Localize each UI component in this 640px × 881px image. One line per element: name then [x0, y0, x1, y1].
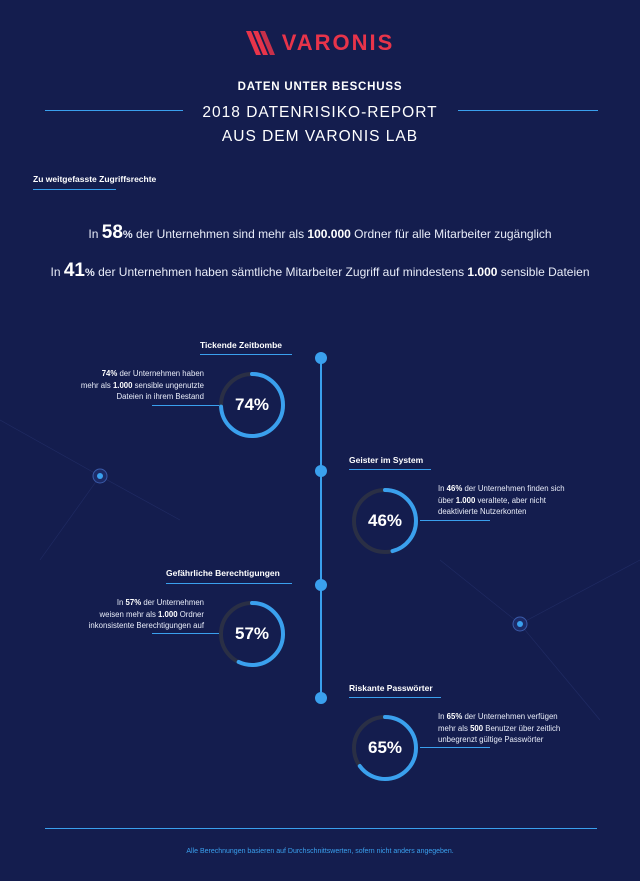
footer-note: Alle Berechnungen basieren auf Durchschn…	[186, 848, 454, 855]
card-text: der Unternehmen haben	[117, 369, 204, 378]
logo: VARONIS	[0, 30, 640, 60]
page-title: 2018 DATENRISIKO-REPORT AUS DEM VARONIS …	[0, 101, 640, 149]
progress-ring-graphic	[219, 601, 285, 667]
card-text: Benutzer über zeitlich	[483, 723, 561, 733]
timeline-dot	[315, 579, 327, 591]
card-percent-inline: 65%	[446, 712, 463, 721]
ring-percent-label: 74%	[234, 395, 270, 414]
stat-text: der Unternehmen sind mehr als	[132, 227, 308, 241]
card-percent-inline: 74%	[101, 369, 118, 378]
section-underline	[33, 189, 116, 190]
ring-percent-label: 65%	[367, 738, 403, 757]
title-divider-right	[458, 110, 598, 111]
card-title: Tickende Zeitbombe	[200, 340, 283, 350]
card-text: der Unternehmen verfügen	[462, 712, 558, 721]
progress-ring-graphic	[219, 372, 285, 438]
ring-arc	[219, 601, 285, 667]
card-text-underline	[420, 520, 490, 521]
card-text: Ordner	[177, 609, 204, 619]
node-decoration-left	[92, 468, 108, 484]
section-label: Zu weitgefasste Zugriffsrechte	[33, 174, 157, 184]
stat-line-1: In 58% der Unternehmen sind mehr als 100…	[0, 222, 640, 244]
card-number-inline: 1.000	[455, 495, 476, 505]
card-description: 74% der Unternehmen haben mehr als 1.000…	[40, 368, 204, 403]
timeline-dot	[315, 692, 327, 704]
card-percent-inline: 46%	[446, 484, 463, 493]
card-description: In 65% der Unternehmen verfügen mehr als…	[438, 711, 628, 746]
stat-text: sensible Dateien	[497, 265, 590, 279]
title-line-2: AUS DEM VARONIS LAB	[221, 128, 419, 145]
stat-text: In	[88, 227, 102, 241]
stat-text: der Unternehmen haben sämtliche Mitarbei…	[94, 265, 468, 279]
progress-ring: 74%	[217, 370, 287, 440]
card-text: sensible ungenutzte	[132, 380, 204, 390]
card-text: weisen mehr als	[99, 609, 159, 619]
card-text: inkonsistente Berechtigungen auf	[88, 621, 204, 630]
card-text: mehr als	[438, 723, 471, 733]
timeline-dot	[315, 465, 327, 477]
card-description: In 46% der Unternehmen finden sich über …	[438, 483, 628, 518]
stat-text: In	[50, 265, 64, 279]
card-text-underline	[152, 633, 222, 634]
timeline	[320, 356, 322, 698]
stat-big-number: 41	[63, 260, 85, 281]
card-title: Gefährliche Berechtigungen	[166, 568, 280, 578]
card-title-underline	[200, 354, 292, 355]
progress-ring-graphic	[352, 715, 418, 781]
card-text: der Unternehmen	[141, 598, 204, 607]
card-number-inline: 500	[470, 723, 484, 733]
card-text: mehr als	[80, 380, 113, 390]
progress-ring: 65%	[350, 713, 420, 783]
card-title-underline	[166, 583, 292, 584]
ring-percent-label: 57%	[234, 624, 270, 643]
ring-arc	[352, 715, 418, 781]
card-text: über	[438, 495, 456, 505]
stat-bold-number: 1.000	[467, 265, 498, 279]
card-description: In 57% der Unternehmen weisen mehr als 1…	[40, 597, 204, 632]
header-kicker: DATEN UNTER BESCHUSS	[237, 81, 403, 93]
card-text: deaktivierte Nutzerkonten	[438, 507, 527, 516]
card-title: Geister im System	[349, 455, 424, 465]
card-text: unbegrenzt gültige Passwörter	[438, 735, 544, 744]
card-number-inline: 1.000	[112, 380, 133, 390]
title-divider-left	[45, 110, 183, 111]
stat-percent: %	[122, 229, 133, 241]
card-text: der Unternehmen finden sich	[462, 484, 565, 493]
stat-big-number: 58	[101, 222, 123, 243]
card-text: In	[438, 484, 447, 493]
stat-text: Ordner für alle Mitarbeiter zugänglich	[350, 227, 552, 241]
ring-percent-label: 46%	[367, 511, 403, 530]
progress-ring: 57%	[217, 599, 287, 669]
logo-text: VARONIS	[281, 30, 395, 55]
footer-divider	[45, 828, 597, 829]
ring-arc	[219, 372, 285, 438]
card-text-underline	[152, 405, 222, 406]
node-decoration-right	[512, 616, 528, 632]
card-title: Riskante Passwörter	[349, 683, 433, 693]
card-text: Dateien in ihrem Bestand	[116, 392, 204, 401]
stat-bold-number: 100.000	[307, 227, 351, 241]
card-text: In	[438, 712, 447, 721]
stat-percent: %	[84, 267, 95, 279]
card-percent-inline: 57%	[125, 598, 142, 607]
card-title-underline	[349, 697, 441, 698]
card-text: In	[116, 598, 126, 607]
ring-arc	[352, 488, 418, 554]
card-text-underline	[420, 747, 490, 748]
card-number-inline: 1.000	[158, 609, 178, 619]
progress-ring: 46%	[350, 486, 420, 556]
varonis-logo-icon	[245, 31, 275, 55]
timeline-dot	[315, 352, 327, 364]
title-line-1: 2018 DATENRISIKO-REPORT	[202, 104, 438, 121]
card-title-underline	[349, 469, 431, 470]
progress-ring-graphic	[352, 488, 418, 554]
card-text: veraltete, aber nicht	[475, 495, 546, 505]
stat-line-2: In 41% der Unternehmen haben sämtliche M…	[0, 260, 640, 282]
